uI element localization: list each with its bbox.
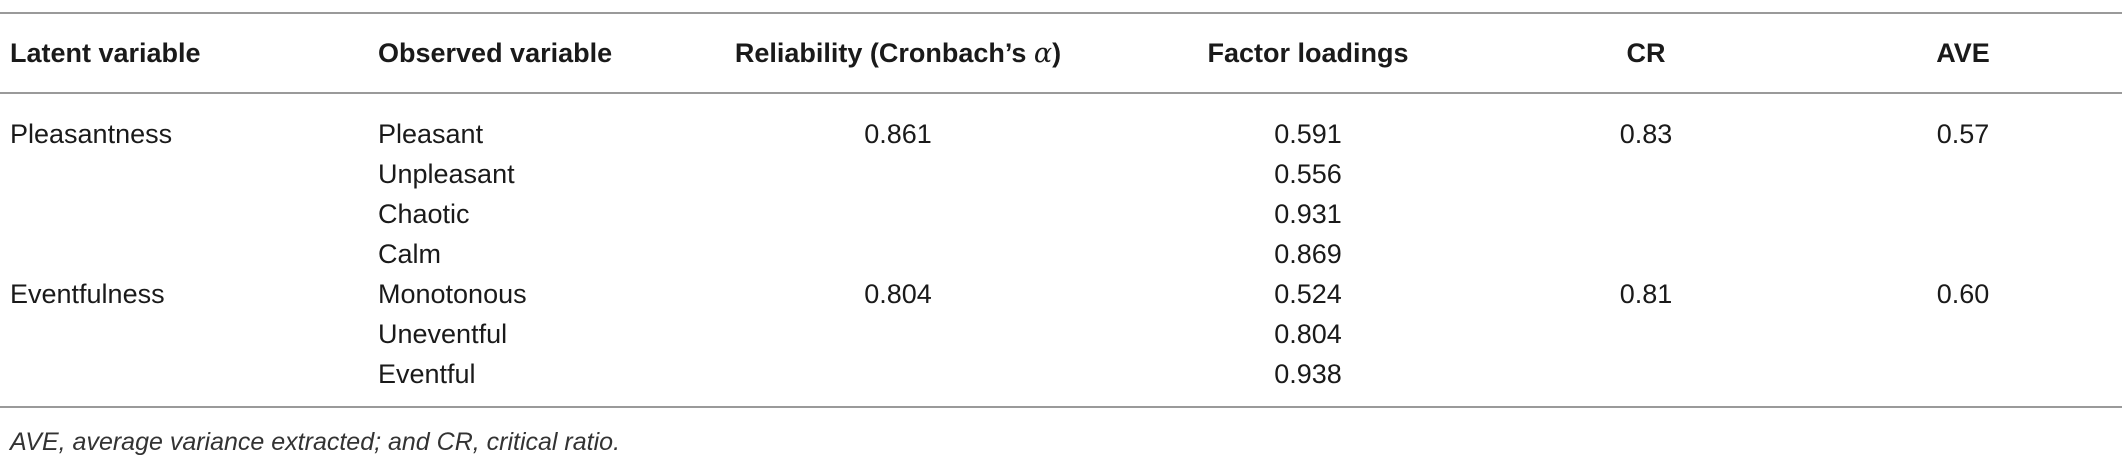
header-reliability-prefix: Reliability (Cronbach’s — [734, 37, 1034, 68]
cell-reliability — [668, 314, 1128, 354]
cell-cr — [1488, 234, 1804, 274]
cell-observed: Pleasant — [378, 119, 484, 149]
table-row: Calm 0.869 — [0, 234, 2122, 274]
cell-reliability: 0.804 — [864, 279, 932, 309]
header-reliability-alpha: α — [1033, 37, 1053, 69]
cell-observed: Unpleasant — [378, 159, 515, 189]
cell-latent — [0, 154, 368, 194]
cell-latent — [0, 194, 368, 234]
header-reliability-suffix: ) — [1052, 37, 1062, 68]
cell-reliability — [668, 354, 1128, 407]
cell-ave — [1804, 194, 2122, 234]
header-observed-variable: Observed variable — [378, 37, 613, 68]
cell-reliability — [668, 234, 1128, 274]
cell-latent: Eventfulness — [10, 279, 165, 309]
cell-ave: 0.57 — [1936, 119, 1990, 149]
table-row: Eventful 0.938 — [0, 354, 2122, 407]
cell-loading: 0.931 — [1274, 199, 1342, 229]
cell-cr: 0.83 — [1619, 119, 1673, 149]
results-table-container: Latent variable Observed variable Reliab… — [0, 12, 2122, 408]
cell-cr — [1488, 314, 1804, 354]
cell-cr — [1488, 194, 1804, 234]
cell-observed: Monotonous — [378, 279, 527, 309]
table-row: Uneventful 0.804 — [0, 314, 2122, 354]
cell-latent — [0, 234, 368, 274]
cell-latent — [0, 314, 368, 354]
cell-cr — [1488, 154, 1804, 194]
cell-ave — [1804, 314, 2122, 354]
cell-loading: 0.938 — [1274, 359, 1342, 389]
cell-observed: Eventful — [378, 359, 476, 389]
header-latent-variable: Latent variable — [10, 37, 201, 68]
header-row: Latent variable Observed variable Reliab… — [0, 13, 2122, 93]
cell-cr: 0.81 — [1619, 279, 1673, 309]
cell-observed: Uneventful — [378, 319, 508, 349]
table-body: Pleasantness Pleasant 0.861 0.591 0.83 0… — [0, 93, 2122, 407]
cell-reliability: 0.861 — [864, 119, 932, 149]
table-row: Pleasantness Pleasant 0.861 0.591 0.83 0… — [0, 93, 2122, 154]
header-cr: CR — [1626, 37, 1666, 68]
table-row: Eventfulness Monotonous 0.804 0.524 0.81… — [0, 274, 2122, 314]
cell-loading: 0.804 — [1274, 319, 1342, 349]
cell-observed: Chaotic — [378, 199, 470, 229]
cell-reliability — [668, 194, 1128, 234]
cell-loading: 0.869 — [1274, 239, 1342, 269]
cell-ave — [1804, 354, 2122, 407]
cell-ave: 0.60 — [1936, 279, 1990, 309]
cell-ave — [1804, 154, 2122, 194]
header-ave: AVE — [1936, 37, 1990, 68]
table-row: Unpleasant 0.556 — [0, 154, 2122, 194]
cell-loading: 0.556 — [1274, 159, 1342, 189]
cell-latent: Pleasantness — [10, 119, 173, 149]
header-reliability: Reliability (Cronbach’s α) — [668, 13, 1128, 93]
table-row: Chaotic 0.931 — [0, 194, 2122, 234]
cell-loading: 0.524 — [1274, 279, 1342, 309]
table-header: Latent variable Observed variable Reliab… — [0, 13, 2122, 93]
cell-observed: Calm — [378, 239, 442, 269]
reliability-table: Latent variable Observed variable Reliab… — [0, 12, 2122, 408]
table-footnote: AVE, average variance extracted; and CR,… — [10, 428, 621, 456]
cell-cr — [1488, 354, 1804, 407]
cell-reliability — [668, 154, 1128, 194]
cell-latent — [0, 354, 368, 407]
header-factor-loadings: Factor loadings — [1207, 37, 1409, 68]
cell-ave — [1804, 234, 2122, 274]
cell-loading: 0.591 — [1274, 119, 1342, 149]
